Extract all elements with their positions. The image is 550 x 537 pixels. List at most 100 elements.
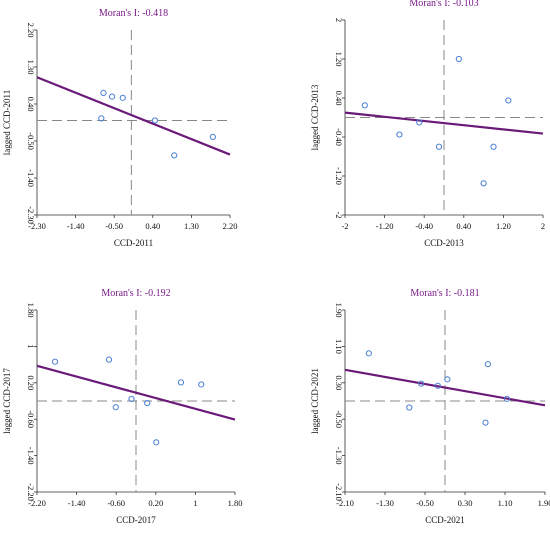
y-tick-label: -1.40 — [26, 169, 36, 187]
x-axis-label: CCD-2013 — [424, 238, 464, 248]
x-tick-label: 1.30 — [184, 221, 199, 231]
data-point — [209, 133, 216, 140]
x-tick-label: -0.40 — [415, 221, 433, 231]
data-point — [503, 395, 511, 402]
y-tick-label: 2 — [334, 18, 344, 22]
y-tick-label: 1.80 — [26, 303, 36, 318]
data-point — [144, 399, 151, 407]
regression-line — [36, 364, 236, 421]
x-tick-label: -1.20 — [376, 221, 394, 231]
data-point — [444, 376, 451, 383]
y-tick-label: 1.30 — [26, 60, 36, 75]
x-tick-label: 1 — [193, 498, 197, 508]
x-tick-label: -2.20 — [28, 498, 46, 508]
y-tick-label: 1 — [26, 344, 36, 348]
data-point — [361, 102, 368, 109]
y-tick-label: 0.40 — [334, 91, 344, 106]
y-tick-label: -2.10 — [334, 483, 344, 501]
x-tick-label: -1.40 — [68, 498, 86, 508]
y-tick-label: -2 — [334, 211, 344, 218]
x-axis-label: CCD-2011 — [114, 238, 153, 248]
x-axis-label: CCD-2021 — [425, 515, 465, 525]
regression-line — [344, 111, 544, 135]
chart-panel-2: -2 -1.20 -0.40 0.40 1.20 2 2 1.20 0.40 -0.40 -1.20… — [310, 0, 545, 248]
data-point — [505, 97, 512, 104]
y-tick-label: 0.40 — [26, 97, 36, 112]
y-tick-label: 0.30 — [334, 375, 344, 390]
data-point — [119, 94, 126, 101]
y-tick-label: -0.60 — [26, 410, 36, 428]
data-point — [490, 143, 497, 150]
data-point — [416, 119, 423, 126]
chart-panel-1: -2.30 -1.40 -0.50 0.40 1.30 2.20 2.20 1.30 0.40 -… — [2, 8, 237, 248]
y-tick-label: 2.20 — [26, 23, 36, 38]
x-tick-label: -2 — [341, 221, 348, 231]
chart-title: Moran's I: -0.192 — [101, 288, 170, 299]
data-point — [480, 180, 487, 187]
data-point — [435, 143, 443, 150]
y-tick-label: -2.20 — [26, 483, 36, 501]
x-tick-label: 0.30 — [458, 498, 473, 508]
y-tick-label: -1.20 — [334, 167, 344, 185]
x-tick-label: -2.30 — [28, 221, 46, 231]
y-axis-label: lagged CCD-2011 — [2, 90, 12, 155]
data-point — [434, 382, 441, 389]
data-point — [100, 89, 107, 97]
chart-panel-3: -2.20 -1.40 -0.60 0.20 1 1.80 1.80 1 0.20 -0.60 -1… — [2, 288, 242, 525]
chart-title: Moran's I: -0.103 — [409, 0, 478, 9]
x-tick-label: 1.90 — [538, 498, 550, 508]
y-axis-label: lagged CCD-2021 — [310, 368, 320, 434]
x-tick-label: 1.20 — [496, 221, 511, 231]
y-axis-label: lagged CCD-2013 — [310, 84, 320, 150]
y-tick-label: -0.40 — [334, 128, 344, 146]
y-tick-label: -1.30 — [334, 447, 344, 465]
y-tick-label: -2.30 — [26, 206, 36, 224]
x-tick-label: -2.10 — [336, 498, 354, 508]
x-tick-label: -0.50 — [105, 221, 123, 231]
data-point — [98, 115, 105, 122]
y-tick-label: -0.50 — [26, 132, 36, 150]
data-point — [128, 395, 135, 403]
x-tick-label: 2.20 — [223, 221, 238, 231]
regression-line — [344, 368, 546, 407]
data-point — [171, 152, 178, 159]
data-point — [51, 358, 59, 365]
x-tick-label: -0.60 — [107, 498, 125, 508]
x-tick-label: 0.40 — [456, 221, 471, 231]
x-tick-label: -1.40 — [67, 221, 85, 231]
data-point — [108, 93, 116, 100]
y-tick-label: -0.50 — [334, 410, 344, 428]
x-tick-label: 0.40 — [145, 221, 160, 231]
data-point — [406, 404, 413, 411]
data-point — [198, 381, 205, 388]
data-point — [482, 419, 489, 426]
x-tick-label: 2 — [541, 221, 545, 231]
chart-title: Moran's I: -0.418 — [99, 8, 168, 19]
data-point — [153, 439, 160, 446]
chart-title: Moran's I: -0.181 — [410, 288, 479, 299]
x-tick-label: -0.50 — [416, 498, 434, 508]
data-point — [484, 361, 491, 368]
x-tick-label: 0.20 — [148, 498, 163, 508]
data-point — [105, 356, 113, 363]
data-point — [455, 55, 462, 63]
x-tick-label: -1.30 — [376, 498, 394, 508]
data-point — [418, 380, 425, 387]
y-tick-label: -1.40 — [26, 447, 36, 465]
x-axis-label: CCD-2017 — [116, 515, 156, 525]
y-tick-label: 1.20 — [334, 52, 344, 67]
data-point — [365, 350, 372, 357]
data-point — [151, 117, 159, 124]
y-tick-label: 1.90 — [334, 303, 344, 318]
data-point — [396, 131, 403, 138]
data-point — [177, 379, 185, 386]
y-tick-label: 1.10 — [334, 339, 344, 354]
y-axis-label: lagged CCD-2017 — [2, 368, 12, 434]
y-tick-label: 0.20 — [26, 375, 36, 390]
regression-line — [36, 76, 231, 156]
chart-panel-4: -2.10 -1.30 -0.50 0.30 1.10 1.90 1.90 1.10 0.30 -… — [310, 288, 550, 525]
x-tick-label: 1.10 — [498, 498, 513, 508]
data-point — [112, 404, 119, 411]
x-tick-label: 1.80 — [228, 498, 243, 508]
